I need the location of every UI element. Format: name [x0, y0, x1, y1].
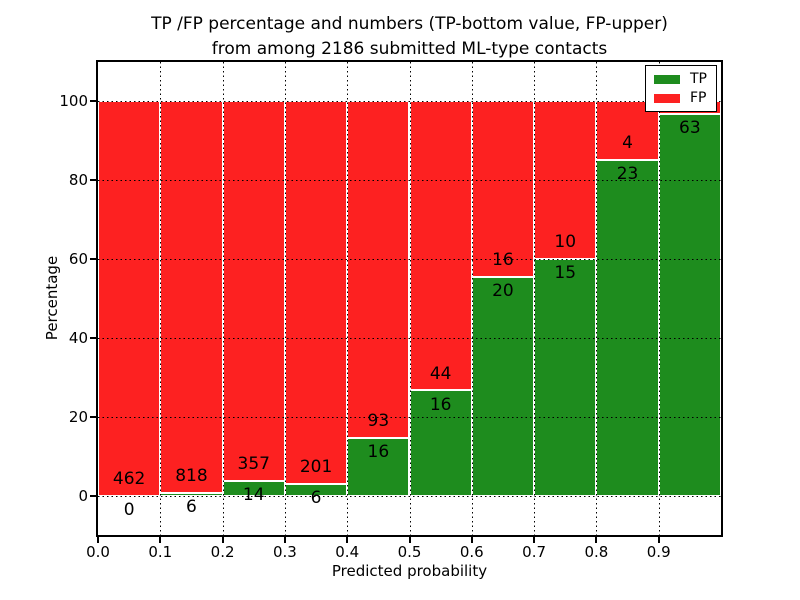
x-tick-mark: [595, 537, 598, 543]
bar-segment-fp: [222, 101, 285, 481]
x-tick-label: 0.0: [86, 543, 110, 561]
chart-title-line2: from among 2186 submitted ML-type contac…: [211, 38, 608, 59]
gridline-vertical: [658, 62, 660, 535]
tp-count-label: 23: [616, 163, 639, 184]
bar-segment-tp: [409, 390, 472, 496]
x-tick-mark: [346, 537, 349, 543]
tp-count-label: 16: [429, 394, 452, 415]
y-tick-label: 0: [78, 486, 88, 505]
gridline-vertical: [471, 62, 473, 535]
x-tick-mark: [221, 537, 224, 543]
bar-segment-fp: [409, 101, 472, 391]
x-tick-label: 0.8: [584, 543, 609, 561]
bar-segment-fp: [471, 101, 535, 277]
legend-entry-tp: TP: [654, 72, 707, 86]
bar-segment-tp: [596, 159, 659, 496]
gridline-vertical: [347, 62, 349, 535]
x-tick-label: 0.9: [646, 543, 671, 561]
x-axis-label: Predicted probability: [331, 562, 488, 580]
y-axis-label: Percentage: [43, 255, 61, 341]
y-tick-mark: [90, 415, 96, 418]
x-tick-label: 0.3: [272, 543, 297, 561]
x-tick-label: 0.6: [459, 543, 484, 561]
tp-count-label: 6: [310, 488, 322, 509]
tp-count-label: 15: [554, 263, 577, 284]
tp-count-label: 14: [242, 484, 265, 505]
tp-swatch-icon: [654, 74, 680, 84]
bar-segment-tp: [534, 259, 597, 496]
x-tick-mark: [657, 537, 660, 543]
x-tick-label: 0.4: [335, 543, 360, 561]
fp-count-label: 357: [237, 453, 270, 474]
fp-count-label: 10: [554, 232, 577, 253]
gridline-vertical: [596, 62, 598, 535]
bar-segment-tp: [347, 437, 410, 496]
y-tick-mark: [90, 179, 96, 182]
gridline-vertical: [160, 62, 162, 535]
x-tick-mark: [97, 537, 99, 543]
y-tick-mark: [90, 336, 96, 339]
legend: TP FP: [645, 65, 717, 112]
fp-count-label: 201: [299, 457, 333, 478]
x-tick-mark: [283, 537, 286, 543]
gridline-vertical: [409, 62, 411, 535]
y-tick-label: 80: [68, 171, 88, 190]
x-tick-label: 0.5: [397, 543, 422, 561]
x-tick-mark: [408, 537, 411, 543]
y-tick-label: 20: [68, 407, 88, 426]
plot-area: TP FP 0 20 40 60 80 100 0.0 0.1 0.2 0.3 0.4 0.5 0.6 0…: [59, 60, 723, 561]
tp-count-label: 0: [123, 499, 135, 520]
fp-count-label: 16: [492, 249, 514, 270]
legend-label-fp: FP: [690, 90, 707, 106]
y-tick-mark: [90, 258, 96, 261]
fp-count-label: 4: [622, 132, 633, 153]
y-tick-label: 60: [68, 250, 88, 269]
fp-swatch-icon: [654, 93, 680, 103]
y-tick-label: 40: [68, 328, 88, 347]
bar-segment-tp: [658, 113, 721, 496]
legend-entry-fp: FP: [654, 91, 707, 105]
x-tick-label: 0.2: [210, 543, 235, 561]
gridline-vertical: [222, 62, 224, 535]
chart-title: TP /FP percentage and numbers (TP-bottom…: [98, 12, 721, 61]
bar-segment-fp: [160, 101, 223, 493]
y-tick-mark: [90, 494, 96, 497]
tp-count-label: 20: [492, 280, 514, 301]
fp-count-label: 462: [112, 468, 146, 489]
chart-title-line1: TP /FP percentage and numbers (TP-bottom…: [151, 14, 668, 34]
y-tick-label: 100: [59, 92, 88, 111]
bar-segment-fp: [284, 101, 348, 485]
tp-count-label: 6: [186, 496, 197, 517]
x-tick-mark: [470, 537, 473, 543]
x-tick-mark: [533, 537, 536, 543]
bar-segment-fp: [98, 101, 161, 496]
bar-segment-fp: [347, 101, 410, 438]
bar-segment-tp: [471, 276, 535, 496]
fp-count-label: 818: [175, 465, 208, 486]
y-tick-mark: [90, 100, 96, 103]
x-tick-label: 0.1: [148, 543, 173, 561]
tp-count-label: 63: [679, 117, 701, 138]
x-tick-mark: [159, 537, 162, 543]
gridline-vertical: [534, 62, 536, 535]
fp-count-label: 44: [429, 363, 452, 384]
fp-count-label: 93: [367, 410, 390, 431]
tp-count-label: 16: [367, 441, 390, 462]
legend-label-tp: TP: [690, 71, 707, 87]
x-tick-label: 0.7: [522, 543, 547, 561]
gridline-vertical: [284, 62, 286, 535]
